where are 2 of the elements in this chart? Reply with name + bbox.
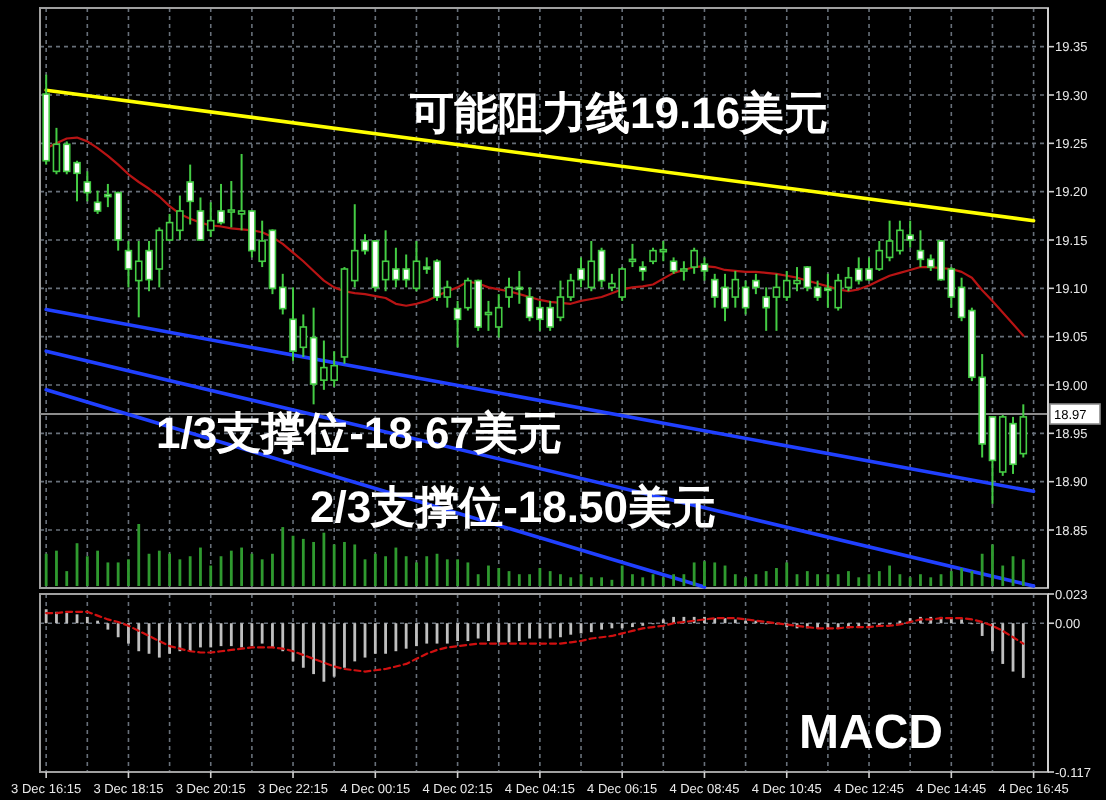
text: MACD <box>799 706 944 760</box>
annotation: 可能阻力线19.16美元 <box>408 88 829 138</box>
